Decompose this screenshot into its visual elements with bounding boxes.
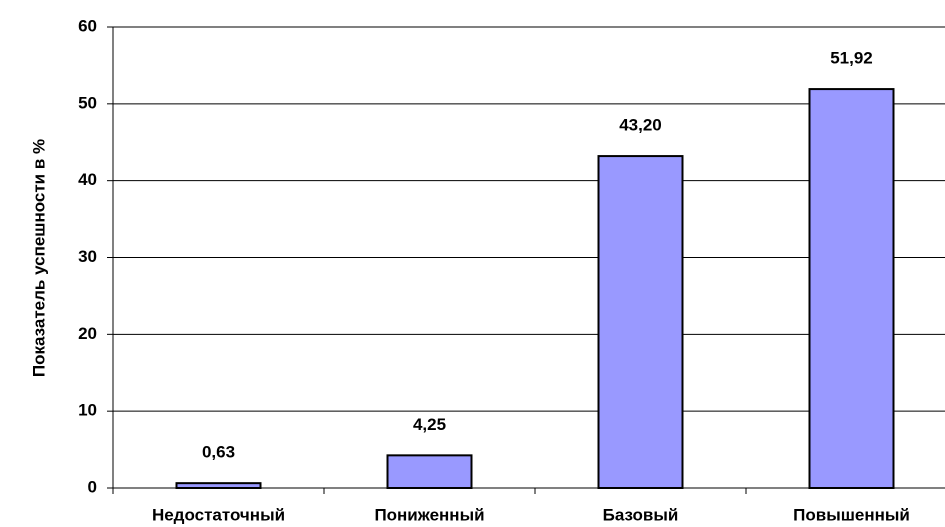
bar <box>175 482 262 489</box>
value-label: 4,25 <box>413 415 446 434</box>
value-label: 51,92 <box>830 49 873 68</box>
bar <box>808 88 895 490</box>
bar <box>597 155 684 490</box>
y-tick-label: 40 <box>78 170 97 189</box>
y-tick-label: 0 <box>88 477 97 496</box>
x-tick-label: Недостаточный <box>152 505 285 524</box>
value-label: 43,20 <box>619 116 662 135</box>
y-tick-label: 10 <box>78 401 97 420</box>
y-tick-label: 50 <box>78 93 97 112</box>
y-tick-label: 60 <box>78 16 97 35</box>
x-tick-label: Базовый <box>603 505 679 524</box>
x-tick-label: Повышенный <box>793 505 910 524</box>
y-axis-title: Показатель успешности в % <box>29 139 48 377</box>
bar <box>386 454 473 489</box>
value-label: 0,63 <box>202 443 235 462</box>
y-tick-label: 20 <box>78 324 97 343</box>
x-tick-label: Пониженный <box>374 505 484 524</box>
y-tick-label: 30 <box>78 247 97 266</box>
